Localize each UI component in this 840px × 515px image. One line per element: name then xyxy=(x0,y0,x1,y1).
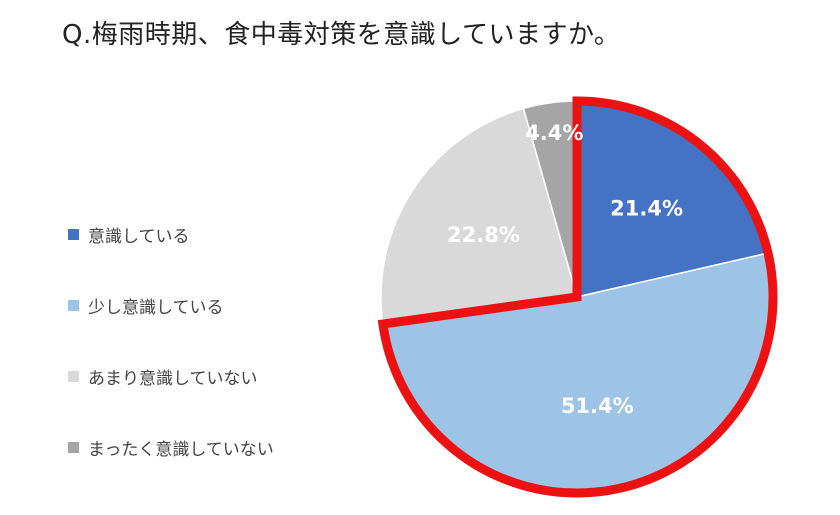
slice-value-label: 22.8% xyxy=(447,223,520,247)
legend-swatch xyxy=(68,228,79,240)
legend: 意識している少し意識しているあまり意識していない まったく意識していない xyxy=(68,222,274,460)
legend-label: あまり意識していない xyxy=(88,368,258,389)
legend-item: あまり意識していない xyxy=(68,364,274,389)
slice-value-label: 4.4% xyxy=(525,121,583,145)
legend-swatch xyxy=(68,299,79,311)
legend-item: 少し意識している xyxy=(68,293,274,318)
legend-label: 少し意識している xyxy=(88,297,224,318)
chart-title: Q.梅雨時期、食中毒対策を意識していますか。 xyxy=(62,20,621,50)
legend-item: まったく意識していない xyxy=(68,435,274,460)
legend-swatch xyxy=(68,441,79,453)
slice-value-label: 51.4% xyxy=(561,394,634,418)
legend-label: 意識している xyxy=(88,226,190,247)
highlight-outline xyxy=(377,96,778,498)
legend-label: まったく意識していない xyxy=(88,439,274,460)
slice-value-label: 21.4% xyxy=(610,197,683,221)
pie-slice xyxy=(380,107,578,325)
legend-swatch xyxy=(68,370,79,382)
legend-item: 意識している xyxy=(68,222,274,247)
